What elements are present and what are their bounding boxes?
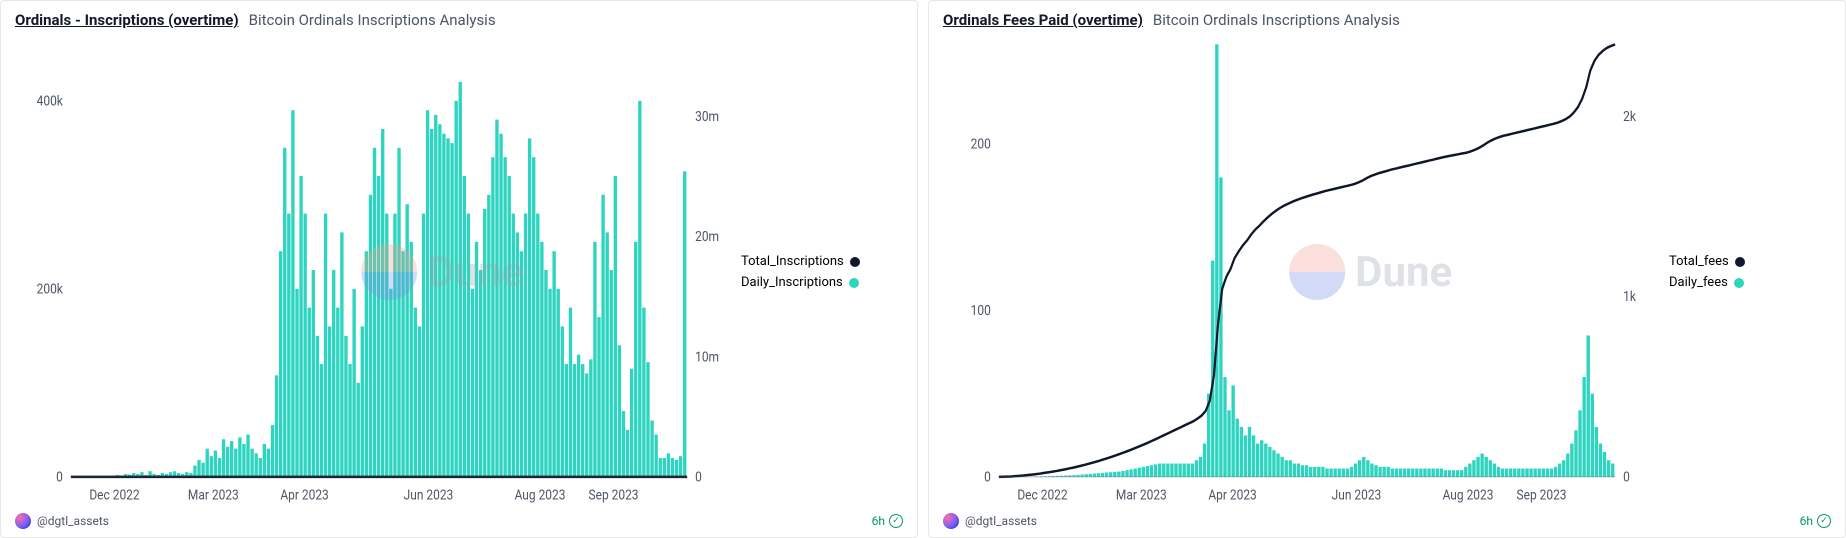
svg-text:200: 200: [971, 137, 991, 153]
svg-text:Jun 2023: Jun 2023: [404, 488, 454, 504]
svg-text:0: 0: [695, 470, 702, 486]
svg-text:20m: 20m: [695, 229, 719, 245]
check-circle-icon: ✓: [889, 514, 903, 528]
freshness-text: 6h: [872, 514, 885, 528]
svg-text:400k: 400k: [37, 94, 64, 110]
legend-label: Daily_Inscriptions: [741, 275, 843, 290]
author-link[interactable]: @dgtl_assets: [15, 513, 109, 529]
panel-subtitle: Bitcoin Ordinals Inscriptions Analysis: [1153, 11, 1400, 29]
svg-text:Dec 2022: Dec 2022: [1017, 488, 1067, 504]
svg-text:Aug 2023: Aug 2023: [1443, 488, 1494, 504]
avatar-icon: [15, 513, 31, 529]
panel-title[interactable]: Ordinals Fees Paid (overtime): [943, 11, 1143, 29]
svg-text:Mar 2023: Mar 2023: [188, 488, 239, 504]
svg-text:0: 0: [56, 470, 63, 486]
chart-area: Dune 010020001k2kDec 2022Mar 2023Apr 202…: [943, 33, 1831, 511]
legend-label: Daily_fees: [1669, 275, 1728, 290]
freshness-badge[interactable]: 6h ✓: [872, 514, 903, 528]
svg-text:0: 0: [984, 470, 991, 486]
svg-text:1k: 1k: [1623, 290, 1636, 306]
panel-header: Ordinals - Inscriptions (overtime) Bitco…: [15, 11, 903, 29]
svg-text:0: 0: [1623, 470, 1630, 486]
panel-title[interactable]: Ordinals - Inscriptions (overtime): [15, 11, 239, 29]
panel-footer: @dgtl_assets 6h ✓: [943, 513, 1831, 529]
legend-item-daily[interactable]: Daily_fees: [1669, 275, 1831, 290]
svg-text:30m: 30m: [695, 109, 719, 125]
svg-text:200k: 200k: [37, 282, 64, 298]
legend-label: Total_Inscriptions: [741, 254, 844, 269]
legend: Total_fees Daily_fees: [1661, 33, 1831, 511]
panel-inscriptions: Ordinals - Inscriptions (overtime) Bitco…: [0, 0, 918, 538]
freshness-badge[interactable]: 6h ✓: [1800, 514, 1831, 528]
author-handle: @dgtl_assets: [965, 514, 1037, 528]
author-link[interactable]: @dgtl_assets: [943, 513, 1037, 529]
avatar-icon: [943, 513, 959, 529]
legend-label: Total_fees: [1669, 254, 1729, 269]
chart-svg[interactable]: 0 100 200 0 1k 2k Dec 2022 Mar 2023 Apr 2023 Jun …: [943, 33, 1661, 511]
svg-text:Sep 2023: Sep 2023: [589, 488, 639, 504]
legend-dot-icon: [850, 257, 860, 267]
svg-text:Apr 2023: Apr 2023: [1208, 488, 1256, 504]
legend-dot-icon: [1734, 278, 1744, 288]
panel-subtitle: Bitcoin Ordinals Inscriptions Analysis: [249, 11, 496, 29]
chart-area: Dune 0200k400k010m20m30mDec 2022Mar 2023…: [15, 33, 903, 511]
svg-text:Mar 2023: Mar 2023: [1116, 488, 1167, 504]
legend-item-total[interactable]: Total_fees: [1669, 254, 1831, 269]
legend: Total_Inscriptions Daily_Inscriptions: [733, 33, 903, 511]
panel-fees: Ordinals Fees Paid (overtime) Bitcoin Or…: [928, 0, 1846, 538]
panel-header: Ordinals Fees Paid (overtime) Bitcoin Or…: [943, 11, 1831, 29]
legend-dot-icon: [1735, 257, 1745, 267]
svg-text:Aug 2023: Aug 2023: [515, 488, 566, 504]
svg-text:Sep 2023: Sep 2023: [1517, 488, 1567, 504]
chart-svg[interactable]: 0 200k 400k 0 10m 20m 30m Dec 2022 Mar 2023 Apr 2…: [15, 33, 733, 511]
check-circle-icon: ✓: [1817, 514, 1831, 528]
panel-footer: @dgtl_assets 6h ✓: [15, 513, 903, 529]
author-handle: @dgtl_assets: [37, 514, 109, 528]
svg-text:2k: 2k: [1623, 109, 1636, 125]
svg-text:10m: 10m: [695, 350, 719, 366]
freshness-text: 6h: [1800, 514, 1813, 528]
legend-dot-icon: [849, 278, 859, 288]
legend-item-daily[interactable]: Daily_Inscriptions: [741, 275, 903, 290]
svg-text:Dec 2022: Dec 2022: [89, 488, 139, 504]
svg-text:Apr 2023: Apr 2023: [280, 488, 328, 504]
svg-text:Jun 2023: Jun 2023: [1332, 488, 1382, 504]
legend-item-total[interactable]: Total_Inscriptions: [741, 254, 903, 269]
svg-text:100: 100: [971, 303, 991, 319]
